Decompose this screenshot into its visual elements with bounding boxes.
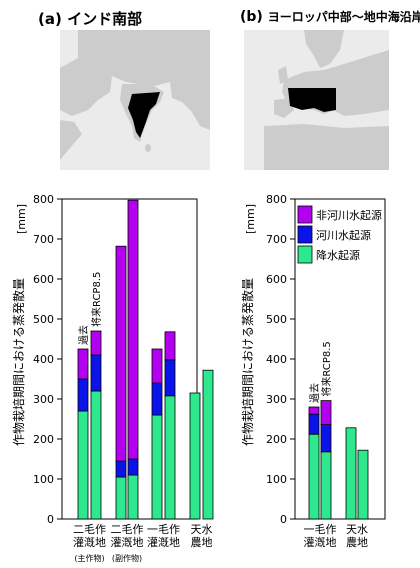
panel-b-group-label-1-line0: 天水	[346, 523, 368, 536]
panel-b-plot-frame	[294, 198, 386, 520]
panel-a-title: (a) インド南部	[38, 8, 142, 29]
panel-a-bar-river-g2-past	[151, 382, 163, 416]
panel-a-ylabel: 作物栽培期間における蒸発散量	[11, 278, 26, 446]
panel-a-bar-nonriver-g1-future	[127, 199, 139, 460]
panel-a-bar-precip-g2-past	[151, 414, 163, 520]
panel-a-plot-frame	[61, 198, 198, 520]
panel-b-ytick-label-500: 500	[266, 313, 287, 326]
panel-b-label: (b)	[240, 9, 263, 25]
panel-a-ytick-label-0: 0	[47, 513, 54, 526]
panel-b-ytick-label-800: 800	[266, 193, 287, 206]
panel-a-group-label-0-line1: 灌漑地	[73, 536, 106, 549]
panel-a-bar-river-g1-future	[127, 458, 139, 476]
panel-a-group-label-0-line0: 二毛作	[73, 523, 106, 536]
panel-a-bar-river-g0-future	[90, 354, 102, 392]
panel-b-bar-precip-g0-future	[320, 451, 332, 520]
panel-a-bar-nonriver-g1-past	[115, 245, 127, 462]
panel-a-group-label-1-line1: 灌漑地	[111, 536, 144, 549]
panel-a-ytick-label-600: 600	[33, 273, 54, 286]
panel-b-bar-precip-g0-past	[308, 433, 320, 520]
legend-swatch-precip	[297, 245, 313, 264]
panel-a-period-label-past: 過去	[78, 325, 90, 345]
panel-a-label: (a)	[38, 10, 62, 28]
panel-b-ytick-label-600: 600	[266, 273, 287, 286]
panel-a-group-label-3-line0: 天水	[191, 523, 213, 536]
panel-b-title-text: ヨーロッパ中部～地中海沿岸	[267, 10, 420, 24]
panel-b-bar-precip-g1-future	[357, 449, 369, 520]
map-india	[60, 30, 210, 170]
panel-a-bar-precip-g0-past	[77, 410, 89, 520]
panel-b-title: (b) ヨーロッパ中部～地中海沿岸	[240, 8, 420, 25]
map-india-graphic	[60, 30, 210, 170]
panel-a-ytick-label-700: 700	[33, 233, 54, 246]
panel-a-bar-precip-g0-future	[90, 390, 102, 520]
panel-a-group-label-1-line0: 二毛作	[111, 523, 144, 536]
panel-a-bar-precip-g1-past	[115, 476, 127, 520]
panel-a-bar-river-g1-past	[115, 460, 127, 478]
panel-b-ytick-label-700: 700	[266, 233, 287, 246]
panel-a-period-label-future: 将来RCP8.5	[91, 272, 103, 327]
panel-b-bar-nonriver-g0-future	[320, 400, 332, 426]
panel-a-ytick-label-300: 300	[33, 393, 54, 406]
panel-b-ytick-label-100: 100	[266, 473, 287, 486]
panel-b-ytick-label-300: 300	[266, 393, 287, 406]
panel-b-group-label-0-line0: 一毛作	[304, 523, 337, 536]
panel-a-bar-nonriver-g0-future	[90, 330, 102, 356]
legend-label-precip: 降水起源	[316, 248, 360, 262]
panel-a-group-label-2-line1: 灌漑地	[147, 536, 180, 549]
legend-label-nonriver: 非河川水起源	[316, 208, 382, 222]
panel-b-group-label-1-line1: 農地	[346, 535, 368, 549]
panel-b-bar-river-g0-past	[308, 413, 320, 435]
panel-a-bar-river-g2-future	[164, 359, 176, 397]
panel-a-ytick-label-400: 400	[33, 353, 54, 366]
panel-b-ytick-label-0: 0	[280, 513, 287, 526]
legend: 非河川水起源 河川水起源 降水起源	[297, 205, 382, 264]
panel-a-group-sublabel-1: (副作物)	[112, 553, 142, 563]
panel-a-ytick-label-100: 100	[33, 473, 54, 486]
panel-a-bar-nonriver-g2-future	[164, 331, 176, 361]
panel-b-bar-nonriver-g0-past	[308, 406, 320, 415]
panel-b-ylabel: 作物栽培期間における蒸発散量	[240, 278, 255, 446]
panel-b-yunit: [mm]	[244, 204, 257, 234]
legend-swatch-nonriver	[297, 205, 313, 224]
panel-a-bar-river-g0-past	[77, 378, 89, 412]
panel-b-period-label-future: 将来RCP8.5	[321, 341, 333, 396]
legend-swatch-river	[297, 225, 313, 244]
panel-b-period-label-past: 過去	[309, 383, 321, 403]
panel-a-group-label-3-line1: 農地	[191, 535, 213, 549]
panel-a-group-label-2-line0: 一毛作	[147, 523, 180, 536]
map-europe	[244, 30, 389, 170]
panel-b-group-label-0-line1: 灌漑地	[304, 536, 337, 549]
panel-a-bar-precip-g3-future	[202, 369, 214, 520]
panel-a-ytick-label-200: 200	[33, 433, 54, 446]
panel-a-bar-precip-g2-future	[164, 395, 176, 520]
panel-a-ytick-label-800: 800	[33, 193, 54, 206]
panel-a-yunit: [mm]	[15, 204, 28, 234]
legend-label-river: 河川水起源	[316, 228, 371, 242]
panel-a-bar-nonriver-g2-past	[151, 348, 163, 384]
panel-a-bar-precip-g3-past	[189, 392, 201, 520]
panel-a-bar-nonriver-g0-past	[77, 348, 89, 380]
panel-b-bar-precip-g1-past	[345, 427, 357, 520]
panel-a-ytick-label-500: 500	[33, 313, 54, 326]
panel-a-group-sublabel-0: (主作物)	[74, 553, 104, 563]
panel-b-ytick-label-400: 400	[266, 353, 287, 366]
panel-b-ytick-label-200: 200	[266, 433, 287, 446]
panel-a-title-text: インド南部	[67, 10, 143, 28]
panel-a-bar-precip-g1-future	[127, 474, 139, 520]
panel-b-bar-river-g0-future	[320, 424, 332, 453]
map-europe-graphic	[244, 30, 389, 170]
